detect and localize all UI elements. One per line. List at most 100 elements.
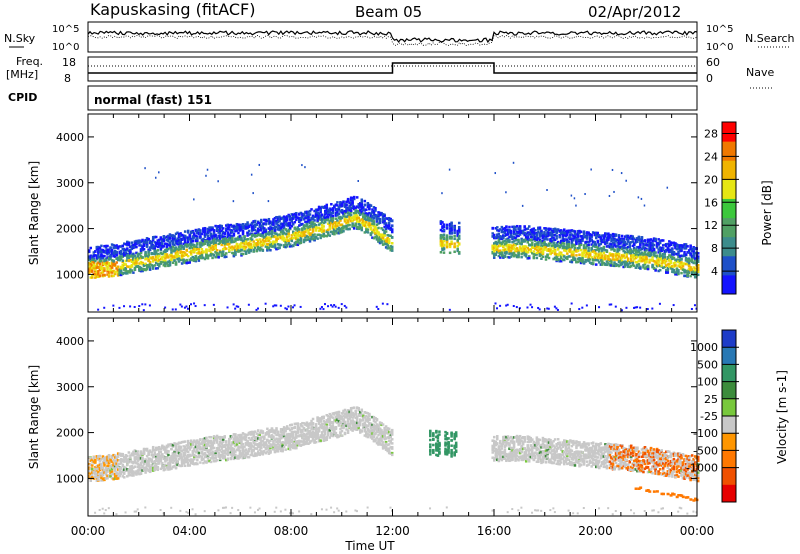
power-echo (351, 225, 354, 228)
power-echo (541, 241, 545, 245)
power-echo (578, 238, 581, 242)
power-echo (110, 266, 114, 269)
power-echo (550, 232, 554, 236)
power-echo (596, 253, 600, 256)
power-echo (305, 228, 309, 232)
power-echo (655, 244, 659, 247)
power-echo (307, 226, 310, 230)
power-echo (177, 245, 181, 249)
power-echo (572, 234, 575, 238)
power-echo (566, 229, 569, 233)
power-echo (231, 248, 234, 251)
power-echo (593, 250, 596, 253)
power-echo (141, 247, 144, 250)
power-echo (112, 304, 115, 307)
power-echo (491, 247, 494, 251)
power-echo (661, 239, 665, 242)
power-echo (540, 257, 543, 260)
power-echo (610, 259, 613, 263)
power-echo (555, 255, 558, 258)
freq-tick-bottom: 8 (64, 72, 71, 85)
power-echo (608, 236, 612, 239)
power-echo (602, 236, 606, 239)
power-echo (237, 227, 240, 230)
power-echo (182, 247, 185, 250)
power-echo (151, 244, 155, 248)
power-echo (217, 256, 220, 259)
power-echo (337, 226, 341, 230)
power-echo (193, 258, 196, 262)
power-echo (144, 251, 147, 254)
power-echo (546, 238, 549, 241)
power-echo (247, 241, 251, 245)
power-echo (336, 224, 339, 228)
power-echo (124, 248, 128, 252)
cpid-panel: CPID normal (fast) 151 (8, 85, 698, 111)
power-echo (492, 242, 496, 245)
power-echo (305, 235, 309, 238)
power-echo (334, 305, 337, 308)
power-echo (377, 222, 380, 225)
power-echo (272, 218, 275, 221)
power-echo (295, 235, 298, 239)
power-echo (672, 304, 675, 307)
power-echo (103, 244, 106, 248)
power-echo (269, 248, 272, 252)
nave-tick-bottom: 0 (706, 72, 713, 85)
power-echo (526, 231, 529, 235)
power-echo (515, 234, 519, 238)
power-echo (619, 246, 622, 249)
power-echo (601, 258, 604, 261)
power-echo (509, 231, 513, 234)
power-echo (671, 255, 674, 259)
power-echo (126, 259, 129, 262)
power-echo (648, 254, 651, 258)
power-echo (668, 248, 671, 252)
power-echo (126, 242, 129, 245)
power-echo (537, 246, 540, 250)
power-echo (590, 239, 593, 242)
power-echo (281, 238, 284, 241)
power-echo (561, 258, 564, 261)
power-echo (526, 306, 529, 309)
power-echo (511, 253, 514, 257)
power-echo (141, 239, 144, 243)
power-echo (643, 253, 647, 256)
power-echo (654, 251, 657, 254)
power-echo (319, 228, 322, 231)
power-echo (299, 237, 303, 241)
power-echo (616, 241, 619, 244)
power-echo (655, 264, 659, 268)
power-echo (133, 305, 136, 308)
power-echo (558, 233, 561, 237)
power-echo (179, 244, 182, 247)
power-echo (164, 242, 167, 245)
power-echo (607, 245, 610, 248)
power-echo (561, 234, 564, 237)
power-echo (292, 223, 295, 226)
power-echo (145, 256, 149, 260)
power-echo (267, 222, 271, 225)
power-echo (314, 223, 318, 227)
power-echo (386, 244, 389, 247)
power-echo (301, 222, 304, 226)
power-echo (179, 247, 182, 250)
power-echo (505, 233, 508, 237)
power-echo (369, 233, 373, 237)
power-echo (636, 306, 639, 309)
power-echo (558, 259, 561, 263)
power-echo (180, 233, 184, 237)
power-echo (275, 236, 278, 240)
power-echo (359, 204, 362, 207)
power-echo (534, 247, 537, 251)
power-echo (657, 256, 660, 260)
power-echo (193, 247, 196, 251)
power-echo (491, 235, 494, 238)
power-echo (499, 241, 502, 244)
power-echo (649, 252, 653, 255)
power-echo (327, 218, 330, 222)
power-echo (611, 232, 615, 236)
power-echo (340, 216, 344, 220)
power-echo (646, 267, 650, 271)
power-echo (549, 237, 552, 241)
